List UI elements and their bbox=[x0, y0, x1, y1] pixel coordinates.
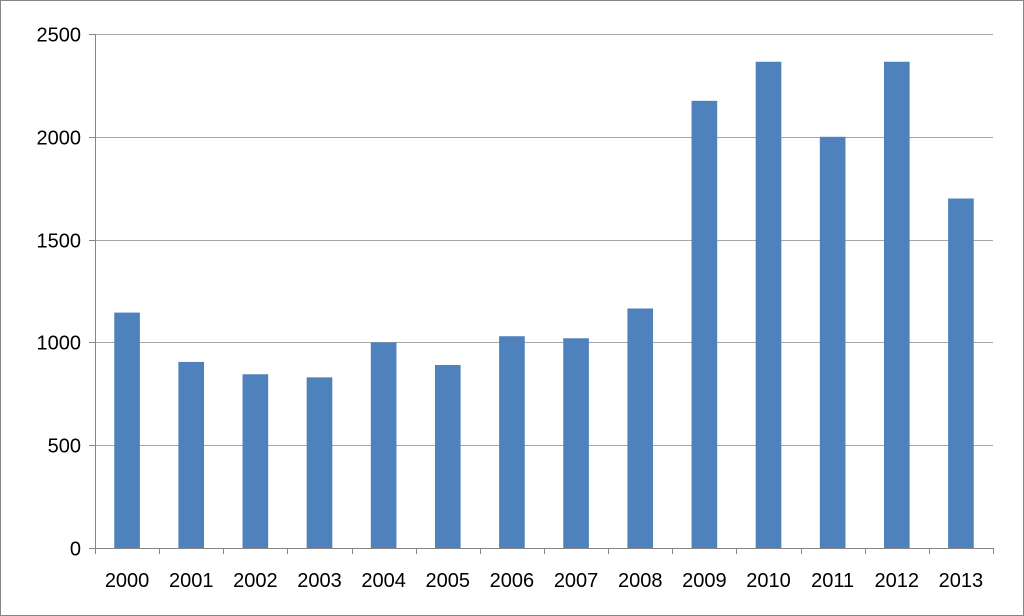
bars bbox=[114, 61, 974, 549]
bar-2004 bbox=[370, 342, 397, 548]
bar-2000 bbox=[114, 312, 140, 548]
bar-2009 bbox=[691, 100, 718, 548]
y-tick-labels: 0 500 1000 1500 2000 2500 bbox=[37, 25, 82, 561]
x-tick-label: 2003 bbox=[297, 570, 342, 592]
y-tick-label: 1500 bbox=[37, 231, 82, 253]
x-tick-label: 2001 bbox=[169, 570, 214, 592]
bar-2008 bbox=[627, 308, 654, 548]
bar-2007 bbox=[563, 338, 589, 548]
gridlines bbox=[95, 34, 993, 446]
bar-2011 bbox=[819, 136, 846, 549]
bar-2002 bbox=[242, 374, 269, 548]
x-tick-labels: 2000 2001 2002 2003 2004 2005 2006 2007 2008 2009… bbox=[105, 570, 983, 592]
x-tick-label: 2009 bbox=[682, 570, 727, 592]
x-tick-label: 2004 bbox=[361, 570, 406, 592]
bar-2003 bbox=[306, 377, 333, 548]
x-tick-label: 2012 bbox=[875, 570, 920, 592]
bar-2010 bbox=[755, 61, 782, 548]
y-tick-label: 0 bbox=[70, 539, 81, 561]
axes bbox=[89, 34, 994, 554]
y-tick-label: 2500 bbox=[37, 25, 82, 47]
bar-2013 bbox=[948, 198, 974, 549]
x-tick-label: 2006 bbox=[490, 570, 535, 592]
bar-2005 bbox=[434, 365, 461, 548]
x-tick-label: 2013 bbox=[939, 570, 984, 592]
x-tick-label: 2011 bbox=[811, 570, 854, 592]
x-tick-label: 2000 bbox=[105, 570, 150, 592]
x-tick-label: 2007 bbox=[554, 570, 599, 592]
bar-2006 bbox=[499, 336, 525, 548]
x-tick-label: 2008 bbox=[618, 570, 663, 592]
bar-2012 bbox=[883, 61, 910, 548]
y-tick-label: 500 bbox=[48, 436, 81, 458]
x-tick-label: 2005 bbox=[426, 570, 471, 592]
y-tick-label: 1000 bbox=[37, 333, 82, 355]
x-tick-label: 2010 bbox=[746, 570, 791, 592]
bar-2001 bbox=[178, 361, 205, 548]
x-tick-label: 2002 bbox=[233, 570, 278, 592]
y-tick-label: 2000 bbox=[37, 128, 82, 150]
